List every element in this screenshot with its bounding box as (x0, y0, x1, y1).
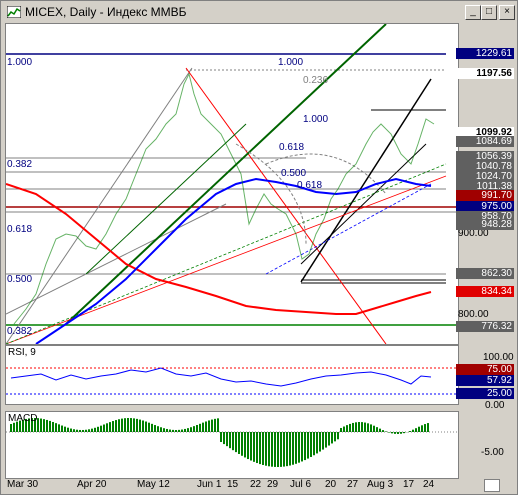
fib-label: 0.382 (7, 159, 33, 170)
x-axis-label: May 12 (137, 479, 170, 490)
price-tag: 1229.61 (456, 48, 514, 59)
fib-label: 0.618 (279, 142, 305, 153)
price-chart-canvas (5, 23, 458, 345)
rsi-panel[interactable]: RSI, 9 (5, 345, 459, 405)
x-axis: Mar 30 Apr 20 May 12 Jun 1 15 22 29 Jul 6 20 27 Au… (5, 479, 457, 491)
candles (13, 72, 435, 325)
x-axis-label: 20 (325, 479, 337, 490)
price-tag: 862.30 (456, 268, 514, 279)
price-tag: 776.32 (456, 321, 514, 332)
fib-label: 0.236 (303, 75, 329, 86)
x-axis-label: 15 (227, 479, 239, 490)
x-axis-label: 17 (403, 479, 415, 490)
x-axis-label: Aug 3 (367, 479, 394, 490)
x-axis-label: 24 (423, 479, 435, 490)
x-axis-label: 27 (347, 479, 359, 490)
price-tag: 1011.38 (456, 181, 514, 192)
price-tag: 1024.70 (456, 171, 514, 182)
price-tag: 948.28 (456, 219, 514, 230)
window-title: MICEX, Daily - Индекс ММВБ (25, 5, 187, 19)
chart-app-icon (7, 6, 21, 18)
x-axis-label: Jul 6 (290, 479, 312, 490)
x-axis-label: Apr 20 (77, 479, 107, 490)
x-axis-label: Jun 1 (197, 479, 222, 490)
macd-label: MACD (8, 413, 38, 424)
rsi-canvas (6, 367, 458, 395)
price-tag: 991.70 (456, 190, 514, 201)
fib-label: 0.382 (7, 326, 33, 337)
price-tag: 975.00 (456, 201, 514, 212)
maximize-button[interactable]: □ (481, 5, 497, 20)
fib-label: 1.000 (278, 57, 304, 68)
macd-tick: -5.00 (481, 447, 504, 458)
x-axis-label: 29 (267, 479, 279, 490)
price-tag: 834.34 (456, 286, 514, 297)
title-bar[interactable]: MICEX, Daily - Индекс ММВБ _ □ × (3, 3, 515, 21)
price-tag: 958.70 (456, 211, 514, 222)
fib-label: 1.000 (7, 57, 33, 68)
rsi-tick-25: 25.00 (456, 388, 514, 399)
price-tag: 1084.69 (456, 136, 514, 147)
tick-900: 900.00 (458, 228, 489, 239)
fib-label: 0.500 (281, 168, 307, 179)
fib-label: 0.500 (7, 274, 33, 285)
price-chart[interactable] (5, 23, 459, 345)
rsi-tick-0: 0.00 (485, 400, 505, 411)
x-axis-label: Mar 30 (7, 479, 39, 490)
rsi-tick-100: 100.00 (483, 352, 514, 363)
fib-label: 0.618 (297, 180, 323, 191)
rsi-label: RSI, 9 (8, 347, 36, 358)
rsi-value: 57.92 (456, 375, 514, 386)
rsi-tick-75: 75.00 (456, 364, 514, 375)
price-tag: 1040.78 (456, 161, 514, 172)
x-axis-label: 22 (250, 479, 262, 490)
close-button[interactable]: × (499, 5, 515, 20)
tick-800: 800.00 (458, 309, 489, 320)
fib-label: 1.000 (303, 114, 329, 125)
scroll-corner[interactable] (484, 479, 500, 492)
price-tag: 1056.39 (456, 151, 514, 162)
macd-panel[interactable]: MACD (5, 411, 459, 479)
fib-label: 0.618 (7, 224, 33, 235)
price-tag: 1197.56 (456, 68, 514, 79)
price-tag: 1099.92 (456, 127, 514, 138)
minimize-button[interactable]: _ (465, 5, 481, 20)
macd-canvas (6, 418, 458, 467)
